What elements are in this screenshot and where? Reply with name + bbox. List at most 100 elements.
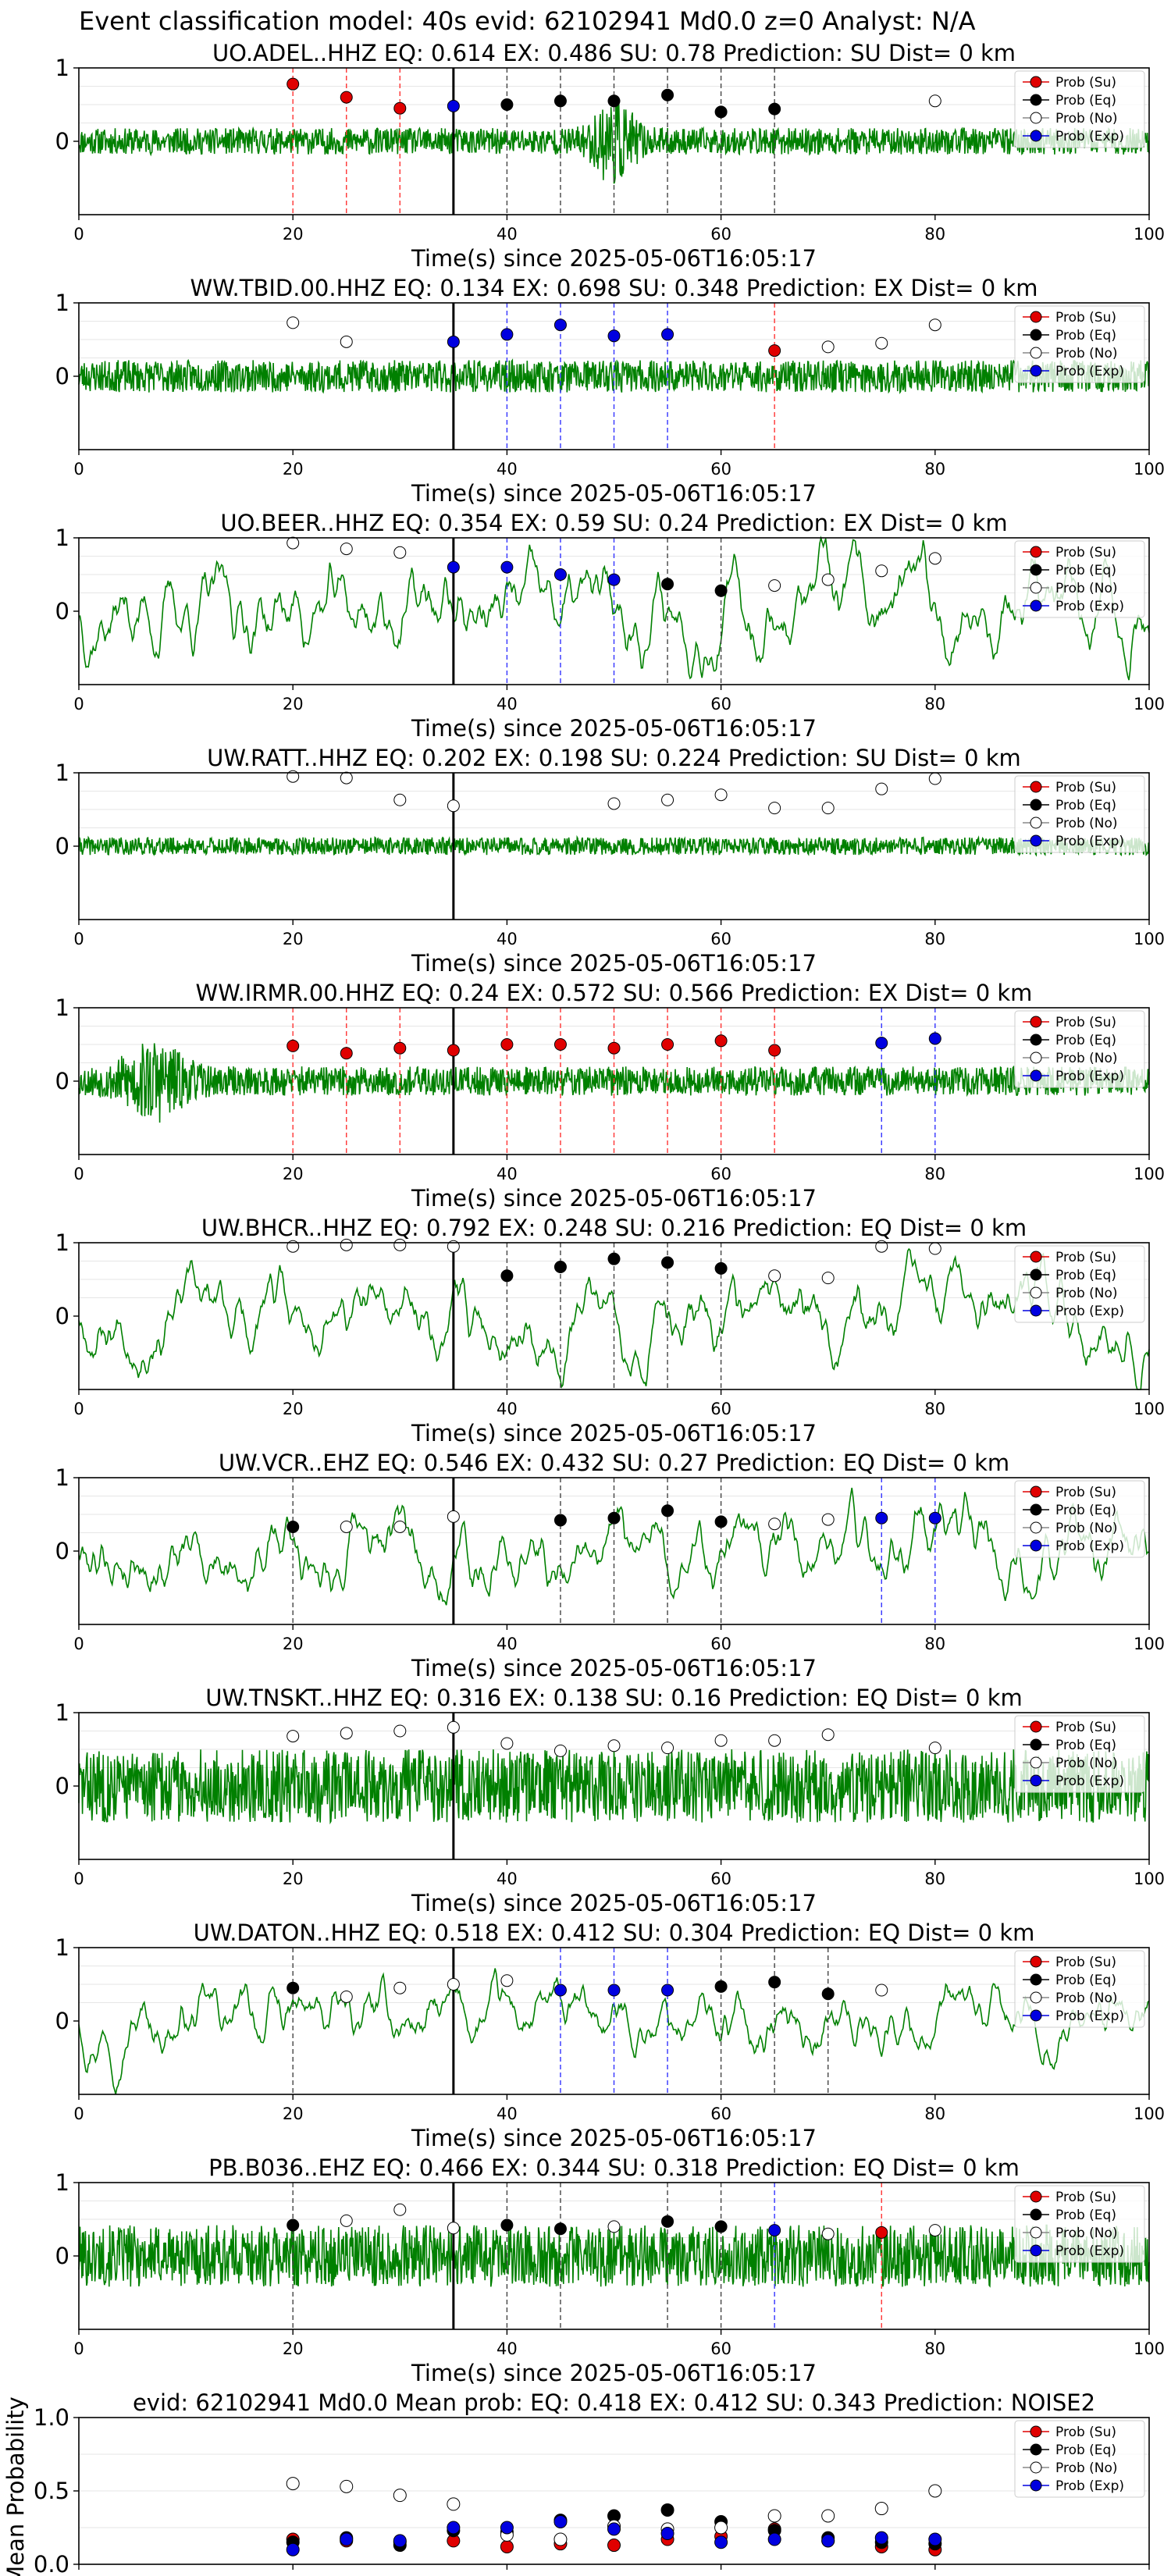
legend-marker-no <box>1030 2226 1042 2239</box>
legend-label: Prob (No) <box>1055 2460 1118 2476</box>
prob-point-no <box>447 1978 460 1991</box>
legend-box <box>1014 2420 1145 2498</box>
prob-point-no <box>393 1238 407 1251</box>
x-axis-label: Time(s) since 2025-05-06T16:05:17 <box>411 1420 817 1446</box>
legend-label: Prob (Su) <box>1055 780 1116 795</box>
prob-point-exp <box>553 1984 567 1997</box>
prob-point-no <box>821 573 835 586</box>
legend-marker-su <box>1030 781 1042 793</box>
panel-title: UW.VCR..EHZ EQ: 0.546 EX: 0.432 SU: 0.27… <box>219 1450 1009 1476</box>
legend-marker-su <box>1030 2190 1042 2203</box>
legend-marker-exp <box>1030 600 1042 612</box>
legend-label: Prob (Su) <box>1055 1250 1116 1265</box>
prob-point-no <box>714 1734 728 1747</box>
y-tick-label: 1 <box>55 290 69 316</box>
prob-point-no <box>340 335 353 348</box>
prob-point-exp <box>768 2224 781 2237</box>
x-tick-label: 100 <box>1134 460 1165 479</box>
prob-point-eq <box>607 94 621 108</box>
legend-marker-exp <box>1030 1539 1042 1552</box>
x-axis-label: Time(s) since 2025-05-06T16:05:17 <box>411 2360 817 2386</box>
seismogram-trace <box>78 535 1150 681</box>
prob-point-no <box>928 1742 941 1755</box>
panel-title: PB.B036..EHZ EQ: 0.466 EX: 0.344 SU: 0.3… <box>208 2154 1020 2181</box>
legend-marker-su <box>1030 1955 1042 1968</box>
x-tick-label: 20 <box>283 1400 304 1418</box>
legend-marker-no <box>1030 1051 1042 1064</box>
y-tick-label: 0 <box>55 1773 69 1799</box>
x-axis-label: Time(s) since 2025-05-06T16:05:17 <box>411 1890 817 1916</box>
legend-label: Prob (Su) <box>1055 2425 1116 2440</box>
prob-point-no <box>340 1520 353 1533</box>
prob-point-exp <box>661 328 674 341</box>
legend: Prob (Su) Prob (Eq) Prob (No) Prob (Exp) <box>1014 2185 1145 2263</box>
prob-point-eq <box>287 1520 300 1533</box>
x-tick-label: 60 <box>710 225 731 244</box>
prob-point-eq <box>661 1504 674 1517</box>
x-tick-label: 20 <box>283 2339 304 2358</box>
x-axis-label: Time(s) since 2025-05-06T16:05:17 <box>411 245 817 272</box>
x-tick-label: 0 <box>73 2339 84 2358</box>
x-tick-label: 0 <box>73 930 84 948</box>
legend-box <box>1014 540 1145 618</box>
legend: Prob (Su) Prob (Eq) Prob (No) Prob (Exp) <box>1014 540 1145 618</box>
x-tick-label: 80 <box>924 2105 945 2123</box>
x-tick-label: 0 <box>73 2105 84 2123</box>
mean-point-no <box>340 2479 354 2493</box>
legend-label: Prob (Eq) <box>1055 1503 1116 1518</box>
prob-point-no <box>768 802 781 815</box>
seismogram-trace <box>78 1749 1150 1825</box>
x-tick-label: 40 <box>497 1165 518 1183</box>
prob-point-no <box>287 1730 300 1743</box>
panel-title: UO.BEER..HHZ EQ: 0.354 EX: 0.59 SU: 0.24… <box>220 510 1007 536</box>
x-tick-label: 40 <box>497 225 518 244</box>
legend-marker-no <box>1030 582 1042 594</box>
y-tick-label: 1 <box>55 55 69 81</box>
x-tick-label: 20 <box>283 460 304 479</box>
prob-point-no <box>661 793 674 806</box>
prob-point-no <box>821 802 835 815</box>
legend-box <box>1014 1480 1145 1558</box>
x-tick-label: 40 <box>497 2339 518 2358</box>
x-tick-label: 0 <box>73 695 84 713</box>
legend-label: Prob (No) <box>1055 581 1118 596</box>
x-tick-label: 80 <box>924 1400 945 1418</box>
prob-point-no <box>393 2203 407 2216</box>
legend-marker-eq <box>1030 564 1042 576</box>
prob-point-no <box>661 1742 674 1755</box>
prob-point-exp <box>875 1511 888 1525</box>
y-tick-label: 0 <box>55 598 69 624</box>
chart-panel: UW.VCR..EHZ EQ: 0.546 EX: 0.432 SU: 0.27… <box>55 1450 1166 1681</box>
mean-point-su <box>500 2539 514 2553</box>
legend-marker-eq <box>1030 1503 1042 1516</box>
y-tick-label: 1 <box>55 760 69 786</box>
x-axis-label: Time(s) since 2025-05-06T16:05:17 <box>411 715 817 742</box>
prob-point-eq <box>768 102 781 116</box>
x-tick-label: 100 <box>1134 2105 1165 2123</box>
chart-panel: evid: 62102941 Md0.0 Mean prob: EQ: 0.41… <box>2 2389 1165 2576</box>
legend-marker-eq <box>1030 1738 1042 1751</box>
prob-point-su <box>714 1034 728 1048</box>
prob-point-no <box>447 1240 460 1253</box>
y-tick-label: 0 <box>55 363 69 390</box>
panel-title: UO.ADEL..HHZ EQ: 0.614 EX: 0.486 SU: 0.7… <box>212 40 1016 66</box>
prob-point-eq <box>500 1269 514 1283</box>
legend-label: Prob (Eq) <box>1055 1738 1116 1753</box>
legend-label: Prob (Su) <box>1055 1485 1116 1500</box>
mean-point-su <box>607 2539 621 2553</box>
x-tick-label: 60 <box>710 1165 731 1183</box>
prob-point-no <box>553 1744 567 1757</box>
x-tick-label: 40 <box>497 2105 518 2123</box>
legend-marker-exp <box>1030 1774 1042 1787</box>
prob-point-eq <box>287 1981 300 1994</box>
legend-marker-eq <box>1030 2443 1042 2456</box>
prob-point-no <box>928 772 941 785</box>
y-tick-label: 0.0 <box>34 2551 69 2576</box>
prob-point-eq <box>714 584 728 597</box>
prob-point-no <box>768 1269 781 1283</box>
x-tick-label: 80 <box>924 1165 945 1183</box>
prob-point-no <box>875 1984 888 1997</box>
x-tick-label: 40 <box>497 930 518 948</box>
x-tick-label: 20 <box>283 930 304 948</box>
mean-point-exp <box>393 2534 407 2548</box>
